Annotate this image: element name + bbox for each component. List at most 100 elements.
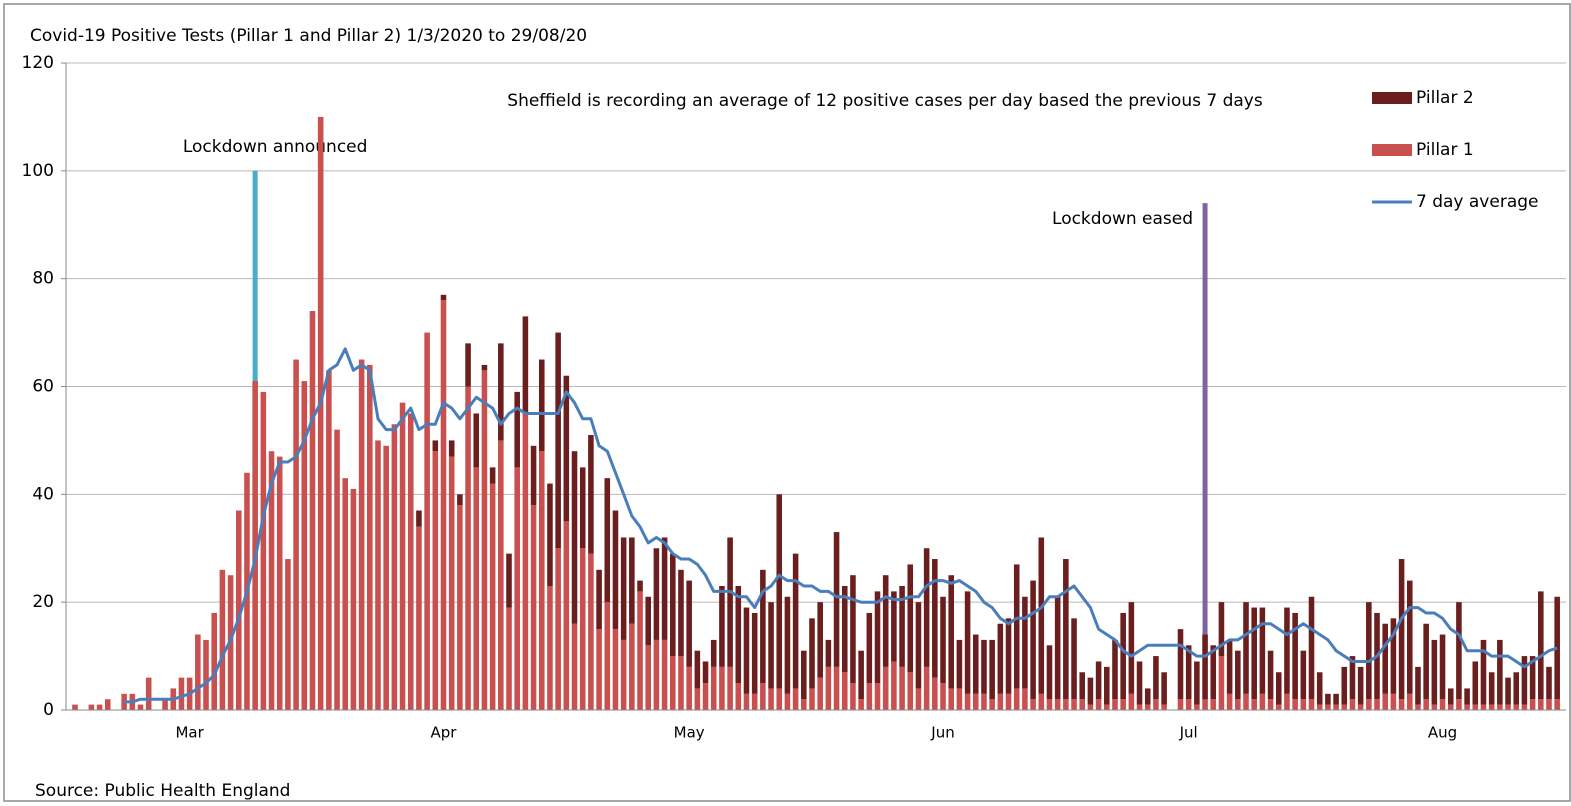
bar xyxy=(850,575,856,684)
bar xyxy=(1251,699,1257,710)
bar xyxy=(563,521,570,710)
bar xyxy=(1464,704,1470,710)
bar xyxy=(1554,699,1560,710)
bar xyxy=(670,553,676,657)
bar xyxy=(1013,564,1020,689)
bar xyxy=(678,656,684,710)
bar xyxy=(1406,580,1413,694)
bar xyxy=(801,650,807,700)
bar xyxy=(1292,612,1298,700)
bar xyxy=(1218,656,1225,710)
bar xyxy=(956,639,963,689)
bar xyxy=(1128,602,1135,694)
bar xyxy=(1275,672,1282,705)
bar xyxy=(1505,704,1511,710)
bar xyxy=(432,440,439,452)
bar xyxy=(932,559,938,678)
bar xyxy=(1439,634,1446,700)
bar xyxy=(1161,704,1167,710)
bar xyxy=(1275,704,1282,710)
bar xyxy=(1005,618,1012,694)
bar xyxy=(841,672,848,710)
bar xyxy=(809,688,815,710)
legend-swatch xyxy=(1372,144,1412,156)
bar xyxy=(1030,580,1036,700)
bar xyxy=(1300,699,1307,710)
bar xyxy=(932,677,938,710)
bar xyxy=(1177,629,1184,700)
bar xyxy=(1112,639,1118,700)
bar xyxy=(1202,634,1208,700)
bar xyxy=(1267,650,1274,700)
bar xyxy=(751,693,758,710)
bar xyxy=(1333,693,1339,705)
bar xyxy=(72,704,78,710)
bar xyxy=(948,575,954,689)
bar xyxy=(104,699,111,710)
bar xyxy=(1308,596,1315,700)
y-tick-label: 20 xyxy=(32,592,54,612)
bar xyxy=(841,585,848,673)
bar xyxy=(350,488,357,710)
bar xyxy=(1267,699,1274,710)
x-tick-label: May xyxy=(674,724,705,742)
bar xyxy=(522,413,529,710)
bar xyxy=(1251,607,1257,700)
bar xyxy=(1095,661,1102,700)
bar xyxy=(301,381,308,710)
bar xyxy=(416,526,422,710)
bar xyxy=(506,553,512,608)
bar xyxy=(1185,645,1192,700)
bar xyxy=(1144,704,1151,710)
bar xyxy=(620,537,627,640)
bar xyxy=(735,683,742,710)
bar xyxy=(317,116,324,710)
bar xyxy=(1259,693,1266,710)
bar xyxy=(1284,607,1290,694)
bar xyxy=(1235,650,1241,700)
bar xyxy=(1415,666,1421,705)
y-tick-label: 40 xyxy=(32,484,54,504)
bar xyxy=(1079,699,1086,710)
bar xyxy=(375,440,381,710)
x-tick-label: Apr xyxy=(431,724,458,742)
bar xyxy=(514,391,520,468)
bar xyxy=(874,683,881,710)
bar xyxy=(629,623,635,710)
bar xyxy=(457,494,463,506)
bar xyxy=(1341,666,1348,705)
bar xyxy=(514,467,520,710)
bar xyxy=(653,639,660,710)
bar xyxy=(825,639,832,667)
bar xyxy=(661,639,668,710)
annotation-label: Lockdown eased xyxy=(1052,209,1193,229)
bar xyxy=(989,699,995,710)
bar xyxy=(1456,699,1462,710)
bar xyxy=(1333,704,1339,710)
source: Source: Public Health England xyxy=(35,781,290,801)
bar xyxy=(768,602,774,689)
average-line xyxy=(124,347,1558,704)
bar xyxy=(1210,699,1217,710)
bar xyxy=(1063,699,1069,710)
bar xyxy=(661,537,668,640)
bar xyxy=(1104,704,1110,710)
bar xyxy=(653,548,660,640)
bar xyxy=(1382,693,1388,710)
bar xyxy=(1431,639,1438,705)
bar xyxy=(1316,672,1323,705)
bar xyxy=(686,580,692,667)
bar xyxy=(1521,656,1528,705)
bar xyxy=(1292,699,1298,710)
bar xyxy=(1447,688,1454,705)
bar xyxy=(882,575,889,667)
bar xyxy=(1390,618,1397,694)
bar xyxy=(596,569,602,630)
bar xyxy=(481,370,488,710)
bar xyxy=(891,591,897,662)
bar xyxy=(1128,693,1135,710)
bar xyxy=(440,300,447,710)
bar xyxy=(1398,559,1405,700)
bar xyxy=(162,699,168,710)
